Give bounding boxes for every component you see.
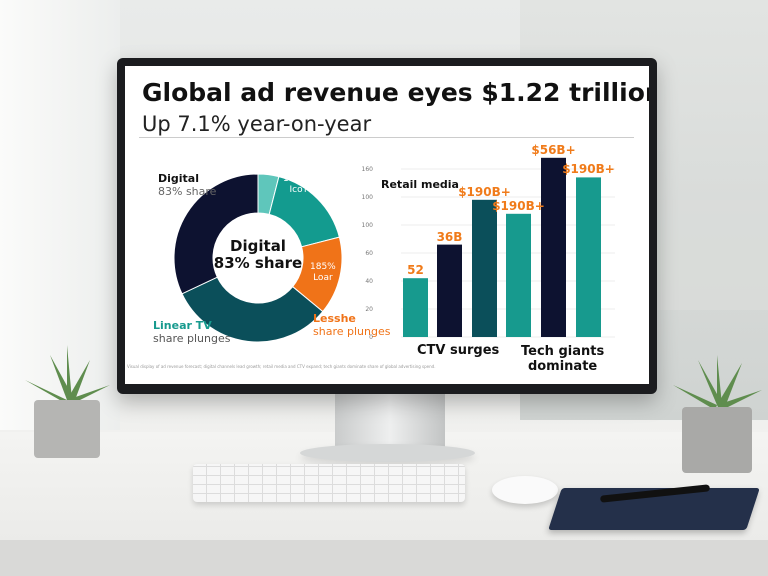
label-digital-title: Digital	[158, 172, 199, 185]
bar-chart	[401, 157, 615, 338]
donut-chart	[173, 173, 343, 343]
y-tick-label: 60	[365, 250, 373, 257]
bar	[437, 244, 462, 337]
y-tick-label: 100	[361, 222, 373, 229]
bar	[576, 177, 601, 337]
bar	[403, 278, 428, 337]
label-retail-media: Retail media	[381, 178, 459, 191]
label-less-title: Lesshe	[313, 312, 356, 325]
donut-segment-navy	[173, 173, 259, 295]
seg-teal-pct: 165Σ%	[283, 174, 315, 184]
label-dominate: dominate	[527, 359, 598, 374]
y-tick-label: 160	[361, 166, 373, 173]
label-digital-sub: 83% share	[158, 185, 217, 198]
slide-subtitle: Up 7.1% year-on-year	[142, 112, 372, 136]
keyboard	[193, 464, 465, 502]
label-tech-giants: Tech giants	[521, 344, 605, 359]
y-tick-label: 20	[365, 306, 373, 313]
mouse	[492, 476, 558, 504]
footnote: Visual display of ad revenue forecast; d…	[127, 364, 436, 369]
donut-segment-dark-teal	[181, 276, 324, 343]
plant-left	[25, 345, 110, 458]
plant-right	[673, 355, 762, 473]
bar-value-label: $190B+	[458, 184, 511, 199]
donut-center-sub: 83% share	[213, 254, 303, 272]
bar	[506, 213, 531, 337]
divider	[139, 137, 634, 138]
bar	[541, 157, 566, 337]
window-light	[0, 0, 120, 430]
bar-value-label: 36B	[436, 229, 463, 244]
bar-value-label: 52	[407, 263, 424, 278]
label-linear-sub: share plunges	[153, 332, 231, 345]
slide-title: Global ad revenue eyes $1.22 trillion in…	[142, 78, 649, 107]
bar-value-label: $190B+	[492, 198, 545, 213]
monitor-stand-base	[300, 444, 475, 462]
label-linear-title: Linear TV	[153, 319, 212, 332]
label-ctv-surges: CTV surges	[417, 343, 500, 358]
y-tick-label: 0	[369, 334, 373, 341]
desk-edge	[0, 540, 768, 576]
bar-value-label: $56B+	[531, 142, 576, 157]
bar-value-label: $190B+	[562, 162, 615, 177]
label-less-sub: share plunges	[313, 325, 391, 338]
monitor-screen: Global ad revenue eyes $1.22 trillion in…	[125, 66, 649, 384]
donut-center-title: Digital	[230, 237, 286, 255]
seg-orange-pct: 185%	[310, 262, 336, 272]
bar	[472, 199, 497, 337]
background-shelf	[650, 200, 768, 310]
seg-orange-sub: Loar	[313, 273, 333, 283]
y-tick-label: 100	[361, 194, 373, 201]
seg-teal-sub: Iсот	[289, 185, 308, 195]
y-tick-label: 40	[365, 278, 373, 285]
